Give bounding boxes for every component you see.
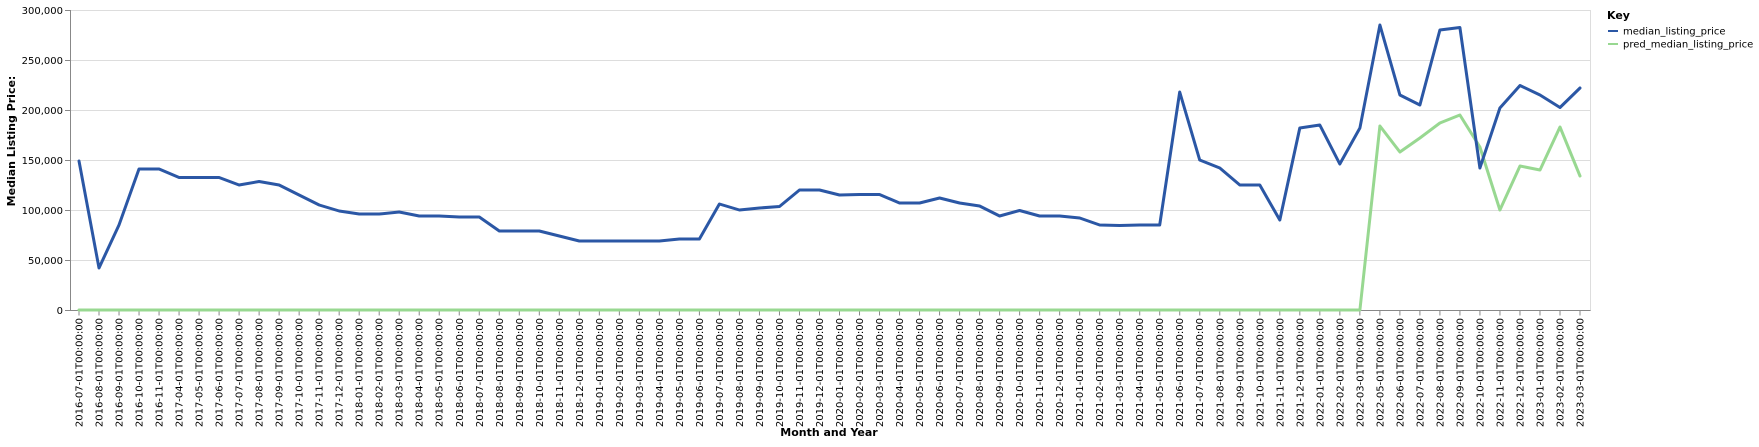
x-tick-label: 2018-05-01T00:00:00 xyxy=(435,318,446,427)
x-tick-label: 2018-06-01T00:00:00 xyxy=(455,318,466,427)
x-tick-label: 2021-10-01T00:00:00 xyxy=(1255,318,1266,427)
x-tick-label: 2019-09-01T00:00:00 xyxy=(755,318,766,427)
x-tick-label: 2018-12-01T00:00:00 xyxy=(575,318,586,427)
x-tick-label: 2020-07-01T00:00:00 xyxy=(955,318,966,427)
x-tick-label: 2017-09-01T00:00:00 xyxy=(275,318,286,427)
x-tick-label: 2016-11-01T00:00:00 xyxy=(155,318,166,427)
x-tick-label: 2016-08-01T00:00:00 xyxy=(95,318,106,427)
legend-label-median_listing_price: median_listing_price xyxy=(1623,27,1726,38)
x-tick-label: 2021-03-01T00:00:00 xyxy=(1115,318,1126,427)
x-tick-label: 2018-07-01T00:00:00 xyxy=(475,318,486,427)
x-tick-label: 2020-06-01T00:00:00 xyxy=(935,318,946,427)
x-tick-label: 2019-04-01T00:00:00 xyxy=(655,318,666,427)
x-tick-label: 2020-08-01T00:00:00 xyxy=(975,318,986,427)
x-tick-label: 2019-07-01T00:00:00 xyxy=(715,318,726,427)
x-tick-label: 2023-02-01T00:00:00 xyxy=(1555,318,1566,427)
x-tick-label: 2019-01-01T00:00:00 xyxy=(595,318,606,427)
x-tick-label: 2016-10-01T00:00:00 xyxy=(135,318,146,427)
x-tick-label: 2020-12-01T00:00:00 xyxy=(1055,318,1066,427)
x-tick-label: 2020-09-01T00:00:00 xyxy=(995,318,1006,427)
x-tick-label: 2022-05-01T00:00:00 xyxy=(1375,318,1386,427)
x-tick-label: 2023-03-01T00:00:00 xyxy=(1576,318,1587,427)
x-tick-label: 2019-02-01T00:00:00 xyxy=(615,318,626,427)
x-tick-label: 2020-02-01T00:00:00 xyxy=(855,318,866,427)
x-tick-label: 2021-02-01T00:00:00 xyxy=(1095,318,1106,427)
x-tick-label: 2021-09-01T00:00:00 xyxy=(1235,318,1246,427)
x-tick-label: 2022-03-01T00:00:00 xyxy=(1355,318,1366,427)
x-tick-label: 2022-09-01T00:00:00 xyxy=(1455,318,1466,427)
x-tick-label: 2021-11-01T00:00:00 xyxy=(1275,318,1286,427)
x-tick-label: 2018-03-01T00:00:00 xyxy=(395,318,406,427)
x-tick-label: 2019-12-01T00:00:00 xyxy=(815,318,826,427)
x-tick-label: 2019-06-01T00:00:00 xyxy=(695,318,706,427)
x-tick-label: 2022-01-01T00:00:00 xyxy=(1315,318,1326,427)
x-tick-label: 2019-10-01T00:00:00 xyxy=(775,318,786,427)
x-tick-label: 2022-08-01T00:00:00 xyxy=(1435,318,1446,427)
x-tick-label: 2019-08-01T00:00:00 xyxy=(735,318,746,427)
x-tick-label: 2017-10-01T00:00:00 xyxy=(295,318,306,427)
x-tick-label: 2021-07-01T00:00:00 xyxy=(1195,318,1206,427)
x-tick-label: 2017-07-01T00:00:00 xyxy=(235,318,246,427)
x-tick-label: 2017-05-01T00:00:00 xyxy=(195,318,206,427)
x-tick-label: 2020-03-01T00:00:00 xyxy=(875,318,886,427)
x-tick-label: 2020-04-01T00:00:00 xyxy=(895,318,906,427)
x-tick-label: 2018-11-01T00:00:00 xyxy=(555,318,566,427)
x-tick-label: 2016-09-01T00:00:00 xyxy=(115,318,126,427)
x-tick-label: 2018-10-01T00:00:00 xyxy=(535,318,546,427)
x-axis-title: Month and Year xyxy=(780,426,878,439)
x-tick-label: 2021-12-01T00:00:00 xyxy=(1295,318,1306,427)
x-tick-label: 2019-03-01T00:00:00 xyxy=(635,318,646,427)
legend-label-pred_median_listing_price: pred_median_listing_price xyxy=(1623,40,1753,51)
x-tick-label: 2022-07-01T00:00:00 xyxy=(1415,318,1426,427)
series-line-pred_median_listing_price xyxy=(77,113,1582,312)
y-tick-label: 150,000 xyxy=(22,156,63,167)
x-tick-label: 2016-07-01T00:00:00 xyxy=(75,318,86,427)
x-tick-label: 2019-11-01T00:00:00 xyxy=(795,318,806,427)
x-tick-labels: 2016-07-01T00:00:00 2016-08-01T00:00:00 20… xyxy=(75,318,1587,427)
x-tick-label: 2018-02-01T00:00:00 xyxy=(375,318,386,427)
chart-legend: Key median_listing_price pred_median_list… xyxy=(1607,9,1753,51)
x-tick-label: 2017-12-01T00:00:00 xyxy=(335,318,346,427)
x-tick-label: 2017-11-01T00:00:00 xyxy=(315,318,326,427)
x-tick-label: 2017-06-01T00:00:00 xyxy=(215,318,226,427)
x-tick-label: 2022-10-01T00:00:00 xyxy=(1475,318,1486,427)
series-line-median_listing_price xyxy=(77,23,1582,270)
x-tick-label: 2020-05-01T00:00:00 xyxy=(915,318,926,427)
x-tick-label: 2022-12-01T00:00:00 xyxy=(1515,318,1526,427)
x-tick-label: 2018-04-01T00:00:00 xyxy=(415,318,426,427)
chart-gridlines xyxy=(70,10,1590,311)
x-tick-label: 2022-11-01T00:00:00 xyxy=(1495,318,1506,427)
x-tick-label: 2017-04-01T00:00:00 xyxy=(175,318,186,427)
legend-items: median_listing_price pred_median_listing_… xyxy=(1608,27,1753,51)
x-tick-label: 2023-01-01T00:00:00 xyxy=(1535,318,1546,427)
y-tick-label: 100,000 xyxy=(22,206,63,217)
x-tick-label: 2020-01-01T00:00:00 xyxy=(835,318,846,427)
y-tick-labels: 0 50,000 100,000 150,000 200,000 250,000 300,0… xyxy=(22,6,63,317)
x-tick-label: 2022-06-01T00:00:00 xyxy=(1395,318,1406,427)
x-tick-label: 2018-08-01T00:00:00 xyxy=(495,318,506,427)
x-tick-label: 2021-06-01T00:00:00 xyxy=(1175,318,1186,427)
y-tick-label: 300,000 xyxy=(22,6,63,17)
x-tick-label: 2017-08-01T00:00:00 xyxy=(255,318,266,427)
legend-title: Key xyxy=(1607,9,1630,22)
x-tick-label: 2019-05-01T00:00:00 xyxy=(675,318,686,427)
y-tick-label: 250,000 xyxy=(22,56,63,67)
x-tick-label: 2020-10-01T00:00:00 xyxy=(1015,318,1026,427)
x-tick-label: 2018-09-01T00:00:00 xyxy=(515,318,526,427)
y-tick-label: 50,000 xyxy=(28,256,63,267)
y-tick-label: 200,000 xyxy=(22,106,63,117)
y-tick-label: 0 xyxy=(57,306,63,317)
chart-series-lines xyxy=(77,23,1582,312)
x-tick-label: 2022-02-01T00:00:00 xyxy=(1335,318,1346,427)
x-tick-label: 2018-01-01T00:00:00 xyxy=(355,318,366,427)
chart-axes xyxy=(65,10,1591,316)
y-axis-title: Median Listing Price: xyxy=(5,76,18,207)
x-tick-label: 2021-04-01T00:00:00 xyxy=(1135,318,1146,427)
x-tick-label: 2021-05-01T00:00:00 xyxy=(1155,318,1166,427)
x-tick-label: 2021-01-01T00:00:00 xyxy=(1075,318,1086,427)
x-tick-label: 2021-08-01T00:00:00 xyxy=(1215,318,1226,427)
x-tick-label: 2020-11-01T00:00:00 xyxy=(1035,318,1046,427)
